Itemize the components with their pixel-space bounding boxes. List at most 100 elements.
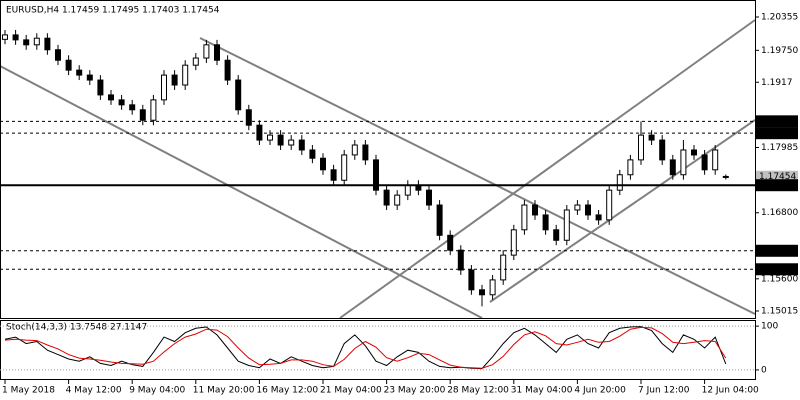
candle-body (288, 139, 295, 146)
candle-body (33, 37, 40, 46)
candle-body (563, 209, 570, 241)
level-label: 1.18460 (759, 117, 796, 127)
candle-body (574, 204, 581, 211)
y-tick-label: 100 (761, 322, 778, 332)
x-tick-label: 28 May 12:00 (447, 386, 509, 396)
candle-body (298, 139, 305, 151)
x-tick-label: 16 May 12:00 (256, 386, 318, 396)
y-tick-label: 1.1917 (761, 78, 793, 88)
candle-body (267, 134, 273, 141)
candle-body (436, 204, 443, 236)
candle-body (383, 189, 390, 206)
y-tick-label: 1.17985 (761, 143, 798, 153)
candle-body (669, 159, 676, 176)
candle-body (203, 44, 210, 59)
candle-body (182, 64, 189, 86)
candle-body (479, 289, 485, 296)
candle-body (341, 154, 348, 181)
y-tick-label: 1.15600 (761, 274, 798, 284)
level-label: 1.17454 (759, 172, 796, 182)
trend-line (489, 119, 756, 303)
candle-body (457, 249, 464, 271)
candle-body (404, 184, 411, 196)
candle-body (521, 204, 528, 231)
level-label: 1.16109 (759, 246, 796, 256)
level-label-box (756, 263, 798, 276)
candle-body (616, 174, 623, 191)
candle-body (659, 139, 666, 161)
stoch-line (4, 326, 727, 370)
stoch-panel (0, 320, 756, 380)
candle-body (701, 154, 708, 171)
trend-line (199, 37, 756, 315)
trend-line (0, 65, 483, 319)
candle-body (648, 134, 655, 141)
candle-body (394, 194, 401, 206)
y-tick-label: 0 (761, 365, 767, 375)
candle-body (691, 149, 697, 156)
candle-body (12, 34, 19, 41)
x-tick-label: 4 May 12:00 (66, 386, 122, 396)
candle-body (192, 57, 199, 66)
candle-body (129, 104, 136, 111)
candle-body (532, 204, 538, 216)
candle-body (108, 94, 114, 101)
candle-body (627, 159, 634, 176)
candle-body (150, 99, 157, 121)
level-label-box (756, 244, 798, 257)
candle-body (595, 214, 602, 221)
candle-body (97, 79, 104, 96)
candle-body (553, 229, 560, 241)
candle-body (330, 169, 337, 181)
candle-body (542, 214, 549, 231)
indicator-title: Stoch(14,3,3) 13.7548 27.1147 (6, 323, 147, 333)
main-panel (0, 0, 756, 319)
candle-body (680, 149, 687, 176)
candle-body (638, 134, 644, 161)
level-label: 1.17300 (759, 181, 796, 191)
candle-body (351, 144, 358, 156)
candle-body (224, 59, 231, 81)
x-tick-label: 31 May 04:00 (511, 386, 573, 396)
level-label: 1.15773 (759, 265, 796, 275)
candle-body (118, 99, 125, 106)
candle-body (277, 134, 284, 146)
candle-body (23, 39, 30, 46)
candle-body (55, 49, 61, 61)
candle-body (722, 175, 729, 178)
candle-body (161, 74, 167, 101)
candle-body (44, 37, 51, 51)
x-tick-label: 9 May 04:00 (129, 386, 185, 396)
candle-body (65, 59, 72, 71)
candle-body (585, 204, 591, 216)
candle-body (171, 74, 178, 86)
candle-body (245, 109, 252, 126)
candle-body (426, 189, 432, 206)
candle-body (712, 149, 719, 171)
y-tick-label: 1.16800 (761, 208, 798, 218)
candle-body (2, 34, 8, 40)
level-label-box (756, 127, 798, 140)
trend-line (339, 19, 756, 319)
candle-body (320, 157, 326, 171)
level-label-box (756, 115, 798, 128)
x-tick-label: 4 Jun 20:00 (574, 386, 626, 396)
y-tick-label: 1.19750 (761, 46, 798, 56)
candle-body (76, 69, 83, 76)
candle-body (256, 124, 263, 141)
x-tick-label: 23 May 20:00 (384, 386, 446, 396)
y-tick-label: 1.15015 (761, 307, 798, 317)
level-label: 1.18245 (759, 129, 796, 139)
x-tick-label: 7 Jun 12:00 (638, 386, 690, 396)
candle-body (86, 74, 93, 81)
candle-body (500, 254, 507, 281)
candle-body (489, 279, 496, 296)
x-tick-label: 12 Jun 04:00 (702, 386, 759, 396)
candle-body (447, 234, 454, 251)
chart-title: EURUSD,H4 1.17459 1.17495 1.17403 1.1745… (6, 6, 220, 16)
candle-body (510, 229, 517, 256)
candle-body (309, 149, 316, 159)
x-tick-label: 1 May 2018 (2, 386, 55, 396)
candle-body (214, 44, 220, 61)
